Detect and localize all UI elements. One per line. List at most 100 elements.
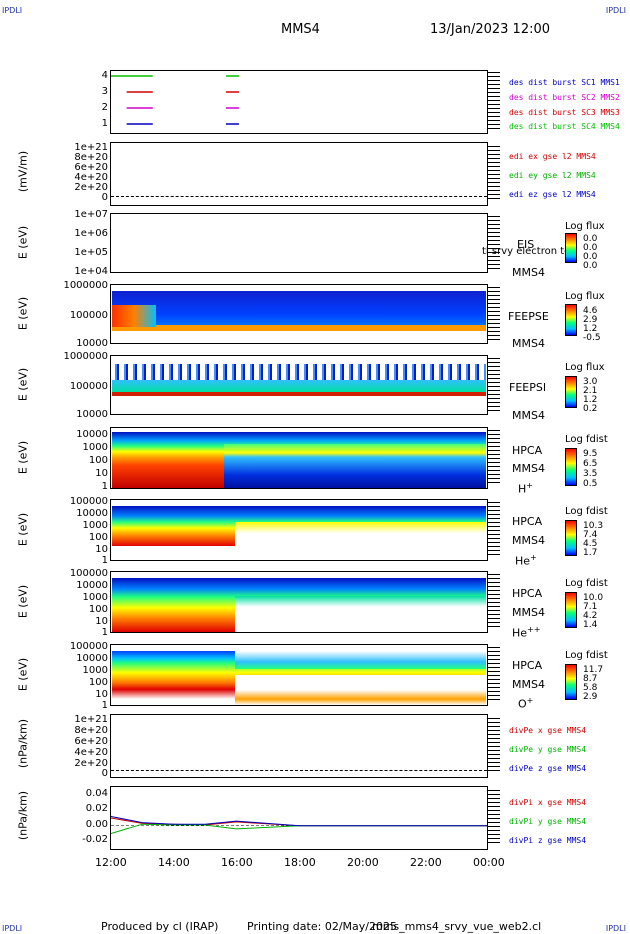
divpi-ytick: -0.02 [82, 834, 108, 845]
hpca-he2-cbar-tick: 7.1 [583, 602, 598, 612]
hpca-he2-quiet-region [235, 596, 486, 632]
feepse-cbar-tick: 4.6 [583, 306, 598, 316]
x-tick: 16:00 [221, 856, 253, 869]
feepse-cbar-tick: 1.2 [583, 324, 598, 334]
edi-legend-x: edi ex gse l2 MMS4 [509, 152, 596, 161]
hpca-he2-cbar-tick: 1.4 [583, 620, 598, 630]
hpca-h-colorbar [565, 448, 577, 486]
hpca-he-ytick: 10 [95, 544, 108, 555]
eis-ylabel: E (eV) [16, 225, 30, 260]
divpi-panel [110, 786, 488, 850]
corner-label-br: IPDLI [605, 924, 626, 933]
hpca-h-ylabel: E (eV) [16, 440, 30, 475]
burst-ytick: 1 [101, 118, 108, 129]
burst-panel [110, 70, 488, 134]
edi-panel [110, 142, 488, 206]
divpi-ytick: 0.00 [85, 819, 108, 830]
hpca-he2-cbar-title: Log fdist [565, 578, 608, 589]
hpca-h-ytick: 1000 [82, 442, 108, 453]
hpca-o-ytick: 100000 [69, 641, 108, 652]
divpe-panel [110, 714, 488, 778]
hpca-o-ylabel: E (eV) [16, 657, 30, 692]
hpca-he-ytick: 1 [101, 555, 108, 566]
hpca-o-species-symbol: O [518, 697, 527, 711]
eis-ytick: 1e+04 [74, 266, 108, 277]
hpca-h-name: HPCA [512, 444, 543, 457]
hpca-o-charge: + [526, 696, 534, 705]
hpca-o-cbar-tick: 8.7 [583, 674, 598, 684]
hpca-he2-species: He++ [512, 625, 540, 640]
hpca-he-sc: MMS4 [512, 534, 545, 547]
eis-ytick: 1e+07 [74, 209, 108, 220]
hpca-he-cbar-tick: 1.7 [583, 548, 598, 558]
feepsi-ylabel: E (eV) [16, 367, 30, 402]
eis-ytick: 1e+05 [74, 247, 108, 258]
eis-ytick: 1e+06 [74, 228, 108, 239]
burst-legend-sc4: des dist burst SC4 MMS4 [509, 122, 620, 131]
eis-cbar-tick: 0.0 [583, 243, 598, 253]
x-tick: 20:00 [347, 856, 379, 869]
hpca-h-cbar-tick: 6.5 [583, 459, 598, 469]
divpe-legend-y: divPe y gse MMS4 [509, 745, 587, 754]
feepse-panel [110, 284, 488, 344]
hpca-he2-ylabel: E (eV) [16, 584, 30, 619]
hpca-he2-charge: ++ [527, 625, 541, 634]
footer-filename: mms_mms4_srvy_vue_web2.cl [372, 920, 542, 933]
divpi-right-ticks [488, 790, 500, 846]
hpca-he-ytick: 10000 [76, 508, 108, 519]
divpe-ytick: 8e+20 [74, 725, 108, 736]
feepse-cbar-tick: -0.5 [583, 333, 601, 343]
hpca-h-panel [110, 427, 488, 489]
hpca-he2-ytick: 1000 [82, 592, 108, 603]
feepsi-cbar-title: Log flux [565, 362, 605, 373]
divpe-legend-x: divPe x gse MMS4 [509, 726, 587, 735]
divpe-ytick: 6e+20 [74, 736, 108, 747]
hpca-he-cbar-tick: 4.5 [583, 539, 598, 549]
edi-legend-z: edi ez gse l2 MMS4 [509, 190, 596, 199]
feepsi-cbar-tick: 1.2 [583, 395, 598, 405]
hpca-he2-ytick: 1 [101, 627, 108, 638]
feepse-early-burst [112, 305, 156, 327]
eis-right-ticks [488, 216, 500, 270]
edi-ytick: 8e+20 [74, 152, 108, 163]
eis-overlay-text: tl srvy electron to [482, 246, 571, 257]
footer-printing-date: Printing date: 02/May/2025 [247, 920, 397, 933]
hpca-o-upper-region [235, 651, 486, 669]
hpca-he-charge: + [530, 553, 537, 562]
hpca-o-ytick: 1000 [82, 665, 108, 676]
burst-ytick: 2 [101, 102, 108, 113]
hpca-he-cbar-tick: 7.4 [583, 530, 598, 540]
feepse-sc: MMS4 [512, 337, 545, 350]
feepse-spectrogram [112, 291, 486, 329]
x-tick: 14:00 [158, 856, 190, 869]
hpca-o-right-ticks [488, 647, 500, 703]
eis-colorbar [565, 233, 577, 263]
hpca-he-cbar-title: Log fdist [565, 506, 608, 517]
feepse-name: FEEPSE [508, 310, 549, 323]
divpi-legend-x: divPi x gse MMS4 [509, 798, 587, 807]
feepsi-cbar-tick: 2.1 [583, 386, 598, 396]
feepse-low-energy-band [112, 325, 486, 331]
spacecraft-title: MMS4 [281, 22, 320, 37]
hpca-o-ytick: 10000 [76, 653, 108, 664]
divpi-line-svg [110, 816, 487, 834]
hpca-h-ytick: 10 [95, 468, 108, 479]
feepsi-ytick: 1000000 [63, 351, 108, 362]
hpca-he-ytick: 100000 [69, 496, 108, 507]
hpca-he2-panel [110, 571, 488, 633]
eis-cbar-tick: 0.0 [583, 252, 598, 262]
feepse-right-ticks [488, 287, 500, 341]
corner-label-tl: IPDLI [2, 6, 23, 15]
eis-cbar-tick: 0.0 [583, 261, 598, 271]
hpca-o-ytick: 100 [88, 677, 108, 688]
burst-ytick: 3 [101, 86, 108, 97]
hpca-he2-cbar-tick: 10.0 [583, 593, 604, 603]
hpca-he-panel [110, 499, 488, 561]
feepsi-name: FEEPSI [509, 381, 547, 394]
edi-ytick: 0 [101, 192, 108, 203]
burst-legend-sc2: des dist burst SC2 MMS2 [509, 93, 620, 102]
feepsi-cbar-tick: 3.0 [583, 377, 598, 387]
divpi-legend-y: divPi y gse MMS4 [509, 817, 587, 826]
hpca-o-cbar-tick: 5.8 [583, 683, 598, 693]
feepsi-low-energy-band [112, 392, 486, 396]
